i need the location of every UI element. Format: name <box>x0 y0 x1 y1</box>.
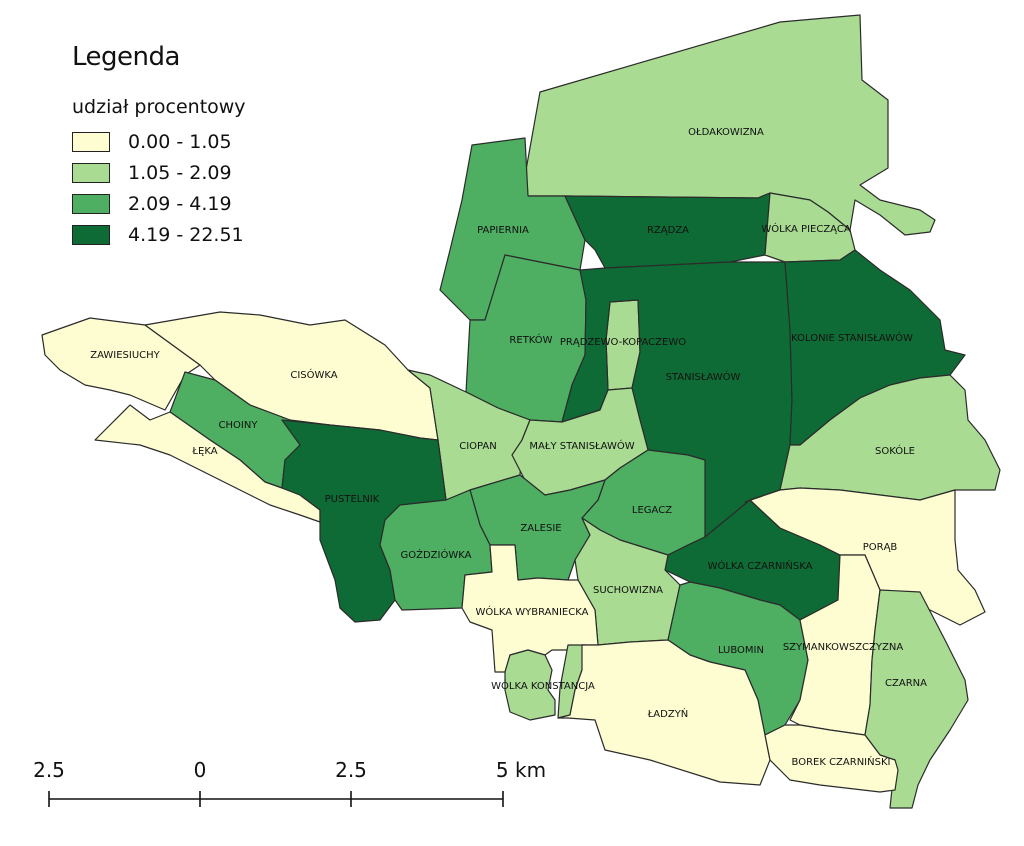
scale-bar-label: 2.5 <box>33 758 65 782</box>
region-label: BOREK CZARNIŃSKI <box>792 755 891 768</box>
scale-bar-label: 2.5 <box>335 758 367 782</box>
region-label: PORĄB <box>863 542 898 553</box>
region-label: KOLONIE STANISŁAWÓW <box>791 331 913 344</box>
region-label: WÓLKA WYBRANIECKA <box>476 605 589 618</box>
region-label: LEGACZ <box>632 505 672 516</box>
scale-bar-label: 5 km <box>496 758 546 782</box>
scale-bar: 2.5 0 2.5 5 km <box>33 758 546 807</box>
region-label: PUSTELNIK <box>325 494 380 505</box>
region-label: RZĄDZA <box>647 225 689 236</box>
legend-item: 2.09 - 4.19 <box>72 188 246 219</box>
region-label: PRĄDZEWO-KOPACZEWO <box>560 337 686 348</box>
legend-swatch <box>72 162 110 183</box>
region-borek-czarninski[interactable] <box>764 724 899 793</box>
legend-title: Legenda <box>72 42 180 72</box>
region-label: MAŁY STANISŁAWÓW <box>529 439 634 452</box>
region-label: SUCHOWIZNA <box>593 585 663 596</box>
legend-label: 2.09 - 4.19 <box>128 192 232 215</box>
region-label: CZARNA <box>885 678 927 689</box>
region-label: WÓLKA PIECZĄCA <box>761 222 851 235</box>
region-zawiesiuchy[interactable] <box>41 317 201 411</box>
region-label: WÓLKA CZARNIŃSKA <box>708 559 813 572</box>
region-label: STANISŁAWÓW <box>666 370 741 383</box>
legend-label: 1.05 - 2.09 <box>128 161 232 184</box>
legend-subtitle: udział procentowy <box>72 96 246 118</box>
region-label: RETKÓW <box>509 333 552 346</box>
legend-label: 0.00 - 1.05 <box>128 130 232 153</box>
legend-label: 4.19 - 22.51 <box>128 223 244 246</box>
legend-item: 0.00 - 1.05 <box>72 126 246 157</box>
region-ladzyn[interactable] <box>557 639 771 786</box>
region-label: ŁADZYŃ <box>647 707 689 720</box>
region-label: ZAWIESIUCHY <box>90 350 160 361</box>
legend-swatch <box>72 131 110 152</box>
legend-swatch <box>72 224 110 245</box>
region-label: CIOPAN <box>459 441 497 452</box>
region-label: SOKÓLE <box>875 444 915 457</box>
legend: Legenda udział procentowy 0.00 - 1.05 1.… <box>72 42 246 250</box>
region-pustelnik[interactable] <box>281 419 447 623</box>
region-label: ŁĘKA <box>191 446 217 457</box>
legend-swatch <box>72 193 110 214</box>
region-label: CISÓWKA <box>290 368 337 381</box>
region-label: OŁDAKOWIZNA <box>688 127 764 138</box>
region-label: CHOINY <box>219 420 259 431</box>
region-label: GOŹDZIÓWKA <box>401 548 472 561</box>
region-czarna[interactable] <box>864 589 969 809</box>
legend-item: 1.05 - 2.09 <box>72 157 246 188</box>
region-label: WÓLKA KONSTANCJA <box>491 679 595 692</box>
scale-bar-label: 0 <box>194 758 207 782</box>
region-label: PAPIERNIA <box>477 225 529 236</box>
region-label: ZALESIE <box>520 523 561 534</box>
region-label: SZYMANKOWSZCZYZNA <box>783 642 903 653</box>
region-label: LUBOMIN <box>718 645 764 656</box>
region-porab[interactable] <box>744 487 986 626</box>
legend-item: 4.19 - 22.51 <box>72 219 246 250</box>
